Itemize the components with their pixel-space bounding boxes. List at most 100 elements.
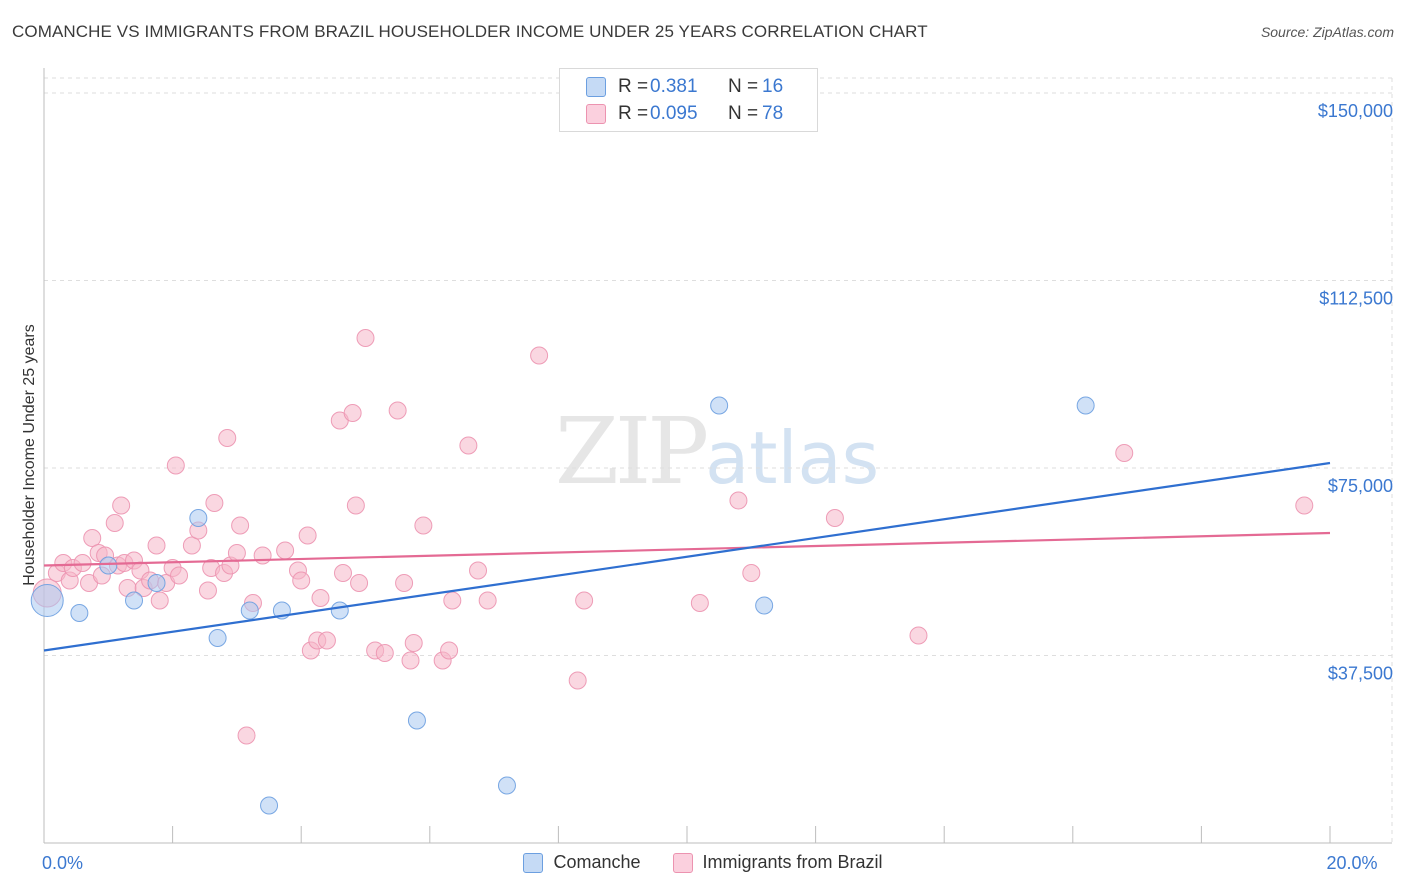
correlation-legend: R = 0.381 N = 16 R = 0.095 N = 78 [559,68,818,132]
watermark-zip: ZIP [555,398,709,505]
comanche-point [30,584,64,617]
brazil-point [742,564,761,582]
trend-lines [43,461,1331,652]
r-value: 0.381 [650,76,698,97]
brazil-point [112,496,131,515]
y-tick-labels: $37,500 $75,000 $112,500 $150,000 [1318,101,1393,684]
brazil-point [729,491,748,510]
brazil-point [1115,444,1134,462]
brazil-point [401,651,420,670]
r-value: 0.095 [650,103,698,124]
brazil-point [375,644,394,662]
brazil-point [253,546,272,565]
brazil-point [530,346,549,365]
brazil-point [414,516,433,535]
comanche-point [99,556,118,575]
brazil-point [343,404,362,422]
brazil-trend-line [43,531,1331,567]
brazil-point [231,516,250,535]
brazil-point [298,526,317,545]
y-tick-label: $150,000 [1318,101,1393,121]
brazil-point [909,626,928,645]
brazil-point [292,571,311,590]
n-value: 16 [762,76,784,97]
brazil-point [825,509,844,527]
brazil-point [1295,496,1314,515]
n-value: 78 [762,103,784,124]
r-label: R = [618,76,649,97]
legend-row-comanche: R = 0.381 N = 16 [586,75,783,99]
brazil-point [311,589,330,607]
comanche-point [755,596,774,615]
n-label: N = [728,103,759,124]
brazil-point [182,536,201,555]
brazil-point [227,544,246,562]
comanche-point [1076,396,1095,415]
legend-item-comanche[interactable]: Comanche [523,852,641,873]
brazil-point [690,594,709,612]
y-tick-label: $75,000 [1328,476,1393,496]
watermark: ZIPatlas [555,398,879,505]
comanche-swatch [523,852,544,873]
brazil-swatch [586,104,606,124]
brazil-point [469,561,488,580]
brazil-point [218,429,237,447]
series-legend: Comanche Immigrants from Brazil [0,852,1406,873]
brazil-point [443,591,462,610]
brazil-point [83,529,102,547]
brazil-point [317,631,336,650]
y-tick-label: $112,500 [1319,289,1393,309]
brazil-point [105,514,124,532]
comanche-point [147,574,166,592]
comanche-point [70,604,89,622]
brazil-point [333,564,352,582]
brazil-point [166,456,185,475]
watermark-atlas: atlas [705,416,880,500]
series-comanche-points [30,396,1095,815]
brazil-point [73,554,92,572]
n-label: N = [728,76,759,97]
source-label: Source: ZipAtlas.com [1260,24,1394,40]
comanche-trend-line [43,461,1331,652]
brazil-point [237,726,256,745]
x-tick-label: 20.0% [1326,853,1377,873]
brazil-point [170,566,189,585]
r-label: R = [618,103,649,124]
series-brazil-points [32,329,1314,745]
comanche-point [710,396,729,415]
brazil-point [388,401,407,420]
brazil-point [575,591,594,610]
brazil-point [440,641,459,660]
legend-label: Comanche [553,852,641,872]
brazil-point [276,541,295,560]
comanche-swatch [586,77,606,97]
brazil-point [459,436,478,455]
comanche-point [208,629,227,647]
comanche-point [260,796,279,815]
brazil-point [205,494,224,512]
brazil-point [356,329,375,347]
chart-title: COMANCHE VS IMMIGRANTS FROM BRAZIL HOUSE… [12,22,928,41]
brazil-point [147,536,166,555]
axes [43,68,1392,844]
legend-row-brazil: R = 0.095 N = 78 [586,102,783,126]
brazil-point [150,591,169,610]
brazil-point [346,496,365,515]
brazil-swatch [672,852,693,873]
brazil-point [198,581,217,600]
brazil-point [568,671,587,690]
brazil-point [404,634,423,652]
legend-item-brazil[interactable]: Immigrants from Brazil [672,852,883,873]
comanche-point [240,601,259,620]
comanche-point [497,776,516,795]
brazil-point [350,574,369,592]
comanche-point [407,711,426,730]
brazil-point [478,591,497,610]
comanche-point [330,601,349,620]
y-tick-label: $37,500 [1328,664,1393,684]
brazil-point [395,574,414,592]
comanche-point [125,591,144,610]
comanche-point [189,509,208,527]
legend-label: Immigrants from Brazil [702,852,883,872]
